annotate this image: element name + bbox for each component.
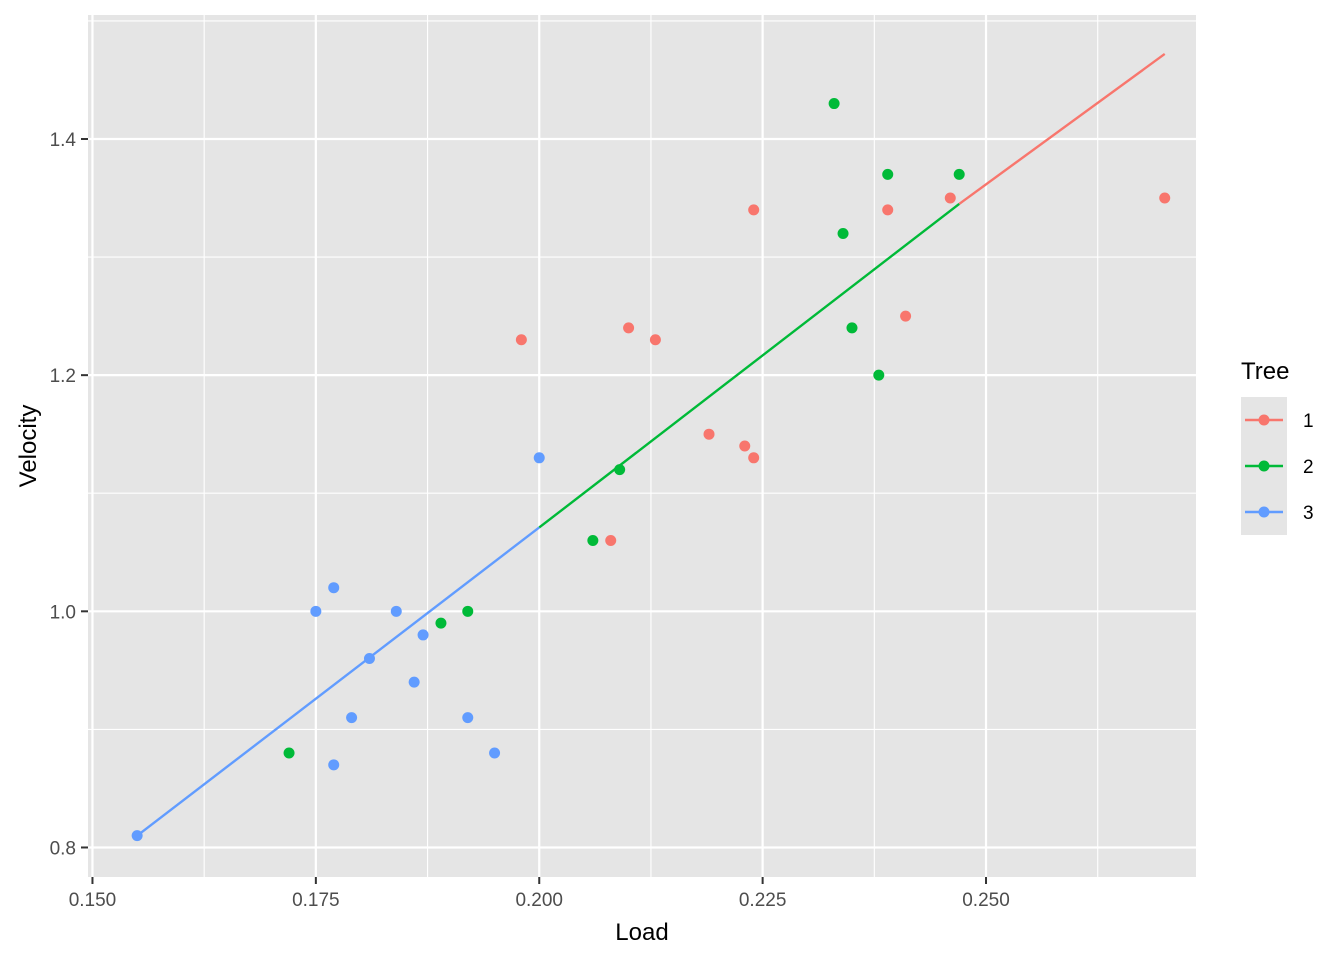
legend-key-point bbox=[1258, 506, 1270, 518]
y-tick-label: 1.4 bbox=[50, 130, 77, 151]
legend-key-point bbox=[1258, 414, 1270, 426]
data-point-tree-3 bbox=[417, 629, 429, 641]
data-point-tree-2 bbox=[837, 227, 849, 239]
y-axis-title: Velocity bbox=[15, 405, 42, 488]
legend-label-tree-3: 3 bbox=[1303, 503, 1314, 524]
data-point-tree-1 bbox=[882, 204, 894, 216]
legend-title: Tree bbox=[1241, 358, 1289, 385]
data-point-tree-1 bbox=[944, 192, 956, 204]
data-point-tree-2 bbox=[882, 168, 894, 180]
data-point-tree-2 bbox=[435, 617, 447, 629]
y-tick-label: 1.2 bbox=[50, 366, 76, 387]
x-axis: 0.150 0.175 0.200 0.225 0.250 bbox=[69, 877, 1010, 911]
data-points bbox=[131, 98, 1171, 842]
x-tick-label: 0.150 bbox=[69, 890, 117, 911]
data-point-tree-3 bbox=[363, 653, 375, 665]
data-point-tree-3 bbox=[328, 582, 340, 594]
legend: Tree 1 2 3 bbox=[1241, 358, 1314, 535]
x-tick-label: 0.200 bbox=[515, 890, 563, 911]
data-point-tree-1 bbox=[515, 334, 527, 346]
data-point-tree-2 bbox=[953, 168, 965, 180]
y-tick-label: 0.8 bbox=[50, 838, 76, 859]
y-axis: 0.8 1.0 1.2 1.4 bbox=[50, 130, 88, 859]
data-point-tree-3 bbox=[408, 676, 420, 688]
data-point-tree-3 bbox=[390, 605, 402, 617]
data-point-tree-1 bbox=[605, 534, 617, 546]
data-point-tree-3 bbox=[131, 830, 143, 842]
data-point-tree-1 bbox=[703, 428, 715, 440]
fit-line-tree-2 bbox=[538, 202, 960, 529]
data-point-tree-3 bbox=[346, 712, 358, 724]
data-point-tree-2 bbox=[587, 534, 599, 546]
fit-lines bbox=[136, 52, 1166, 837]
data-point-tree-1 bbox=[748, 452, 760, 464]
legend-label-tree-2: 2 bbox=[1303, 457, 1314, 478]
data-point-tree-3 bbox=[310, 605, 322, 617]
data-point-tree-1 bbox=[623, 322, 635, 334]
data-point-tree-1 bbox=[900, 310, 912, 322]
x-tick-label: 0.250 bbox=[962, 890, 1010, 911]
major-gridlines bbox=[88, 15, 1196, 877]
legend-label-tree-1: 1 bbox=[1303, 411, 1314, 432]
data-point-tree-2 bbox=[462, 605, 474, 617]
data-point-tree-1 bbox=[739, 440, 751, 452]
data-point-tree-2 bbox=[846, 322, 858, 334]
data-point-tree-1 bbox=[748, 204, 760, 216]
data-point-tree-3 bbox=[328, 759, 340, 771]
data-point-tree-3 bbox=[533, 452, 545, 464]
data-point-tree-3 bbox=[489, 747, 501, 759]
y-tick-label: 1.0 bbox=[50, 602, 76, 623]
minor-gridlines bbox=[88, 15, 1196, 877]
data-point-tree-2 bbox=[283, 747, 295, 759]
legend-key-point bbox=[1258, 460, 1270, 472]
data-point-tree-1 bbox=[649, 334, 661, 346]
data-point-tree-3 bbox=[462, 712, 474, 724]
x-tick-label: 0.225 bbox=[739, 890, 787, 911]
x-tick-label: 0.175 bbox=[292, 890, 340, 911]
fit-line-tree-3 bbox=[136, 526, 540, 837]
data-point-tree-1 bbox=[1159, 192, 1171, 204]
x-axis-title: Load bbox=[615, 919, 668, 946]
plot-panel bbox=[88, 15, 1196, 877]
data-point-tree-2 bbox=[614, 464, 626, 476]
fit-line-tree-1 bbox=[958, 52, 1166, 205]
data-point-tree-2 bbox=[873, 369, 885, 381]
data-point-tree-2 bbox=[828, 98, 840, 110]
